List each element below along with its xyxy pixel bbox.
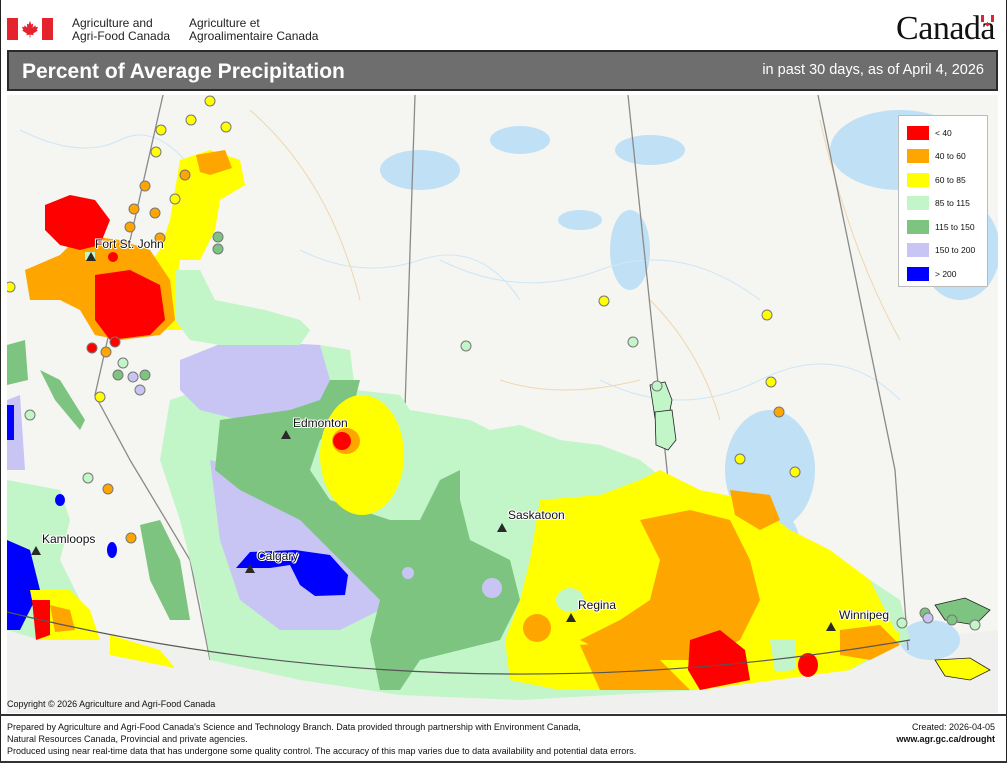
rivers <box>19 129 901 401</box>
city-marker-icon <box>566 613 576 622</box>
us-border <box>7 611 911 675</box>
dept-en-line2: Agri-Food Canada <box>72 29 171 43</box>
wordmark-flag-icon <box>981 15 994 27</box>
legend-label: 115 to 150 <box>935 221 975 232</box>
city-label-saskatoon: Saskatoon <box>508 508 565 522</box>
legend-item-40-60: 40 to 60 <box>907 145 987 169</box>
city-marker-icon <box>86 252 96 261</box>
canada-flag-icon <box>7 18 53 40</box>
bottom-divider <box>0 761 1007 763</box>
legend-label: < 40 <box>935 127 952 138</box>
city-marker-icon <box>497 523 507 532</box>
precipitation-map[interactable]: < 40 40 to 60 60 to 85 85 to 115 115 to … <box>7 95 998 713</box>
department-name-french: Agriculture et Agroalimentaire Canada <box>189 17 318 43</box>
city-marker-icon <box>31 546 41 555</box>
dept-fr-line2: Agroalimentaire Canada <box>189 29 319 43</box>
footer-divider <box>0 714 1007 716</box>
department-name-english: Agriculture and Agri-Food Canada <box>72 17 170 43</box>
city-label-edmonton: Edmonton <box>293 416 348 430</box>
legend-item-150-200: 150 to 200 <box>907 239 987 263</box>
footer-line-1: Prepared by Agriculture and Agri-Food Ca… <box>7 722 581 732</box>
title-bar: Percent of Average Precipitation in past… <box>7 50 998 91</box>
city-label-kamloops: Kamloops <box>42 532 96 546</box>
legend-swatch-green <box>907 219 929 234</box>
city-label-calgary: Calgary <box>257 549 299 563</box>
city-marker-icon <box>826 622 836 631</box>
legend-swatch-light-green <box>907 196 929 211</box>
legend-swatch-orange <box>907 149 929 164</box>
dept-en-line1: Agriculture and <box>72 16 153 30</box>
footer-meta: Created: 2026-04-05 www.agr.gc.ca/drough… <box>896 721 995 745</box>
legend-label: 85 to 115 <box>935 198 970 209</box>
legend-label: > 200 <box>935 268 957 279</box>
city-marker-icon <box>281 430 291 439</box>
legend-swatch-lavender <box>907 243 929 258</box>
map-subtitle: in past 30 days, as of April 4, 2026 <box>762 62 984 78</box>
city-label-fort-st-john: Fort St. John <box>95 237 164 251</box>
map-title: Percent of Average Precipitation <box>22 60 345 83</box>
legend-swatch-yellow <box>907 172 929 187</box>
canada-wordmark: Canada <box>896 10 995 47</box>
map-graphic <box>7 95 998 713</box>
legend-label: 40 to 60 <box>935 151 966 162</box>
roads <box>249 109 901 421</box>
drought-url-link[interactable]: www.agr.gc.ca/drought <box>896 734 995 744</box>
legend-item-lt40: < 40 <box>907 121 987 145</box>
header: Agriculture and Agri-Food Canada Agricul… <box>0 0 1007 48</box>
copyright-notice: Copyright © 2026 Agriculture and Agri-Fo… <box>7 699 216 709</box>
dept-fr-line1: Agriculture et <box>189 16 260 30</box>
legend-item-115-150: 115 to 150 <box>907 215 987 239</box>
legend-swatch-red <box>907 125 929 140</box>
footer-credits: Prepared by Agriculture and Agri-Food Ca… <box>7 721 636 757</box>
legend-item-gt200: > 200 <box>907 262 987 286</box>
city-marker-icon <box>245 564 255 573</box>
city-label-regina: Regina <box>578 598 617 612</box>
legend-label: 150 to 200 <box>935 245 976 256</box>
created-date: Created: 2026-04-05 <box>911 722 995 732</box>
legend-label: 60 to 85 <box>935 174 966 185</box>
legend-item-85-115: 85 to 115 <box>907 192 987 216</box>
station-dots <box>7 95 981 631</box>
legend-item-60-85: 60 to 85 <box>907 168 987 192</box>
map-legend: < 40 40 to 60 60 to 85 85 to 115 115 to … <box>898 115 988 287</box>
footer-line-3: Produced using near real-time data that … <box>7 746 637 756</box>
city-label-winnipeg: Winnipeg <box>839 608 890 622</box>
footer-line-2: Natural Resources Canada, Provincial and… <box>7 734 248 744</box>
legend-swatch-blue <box>907 266 929 281</box>
